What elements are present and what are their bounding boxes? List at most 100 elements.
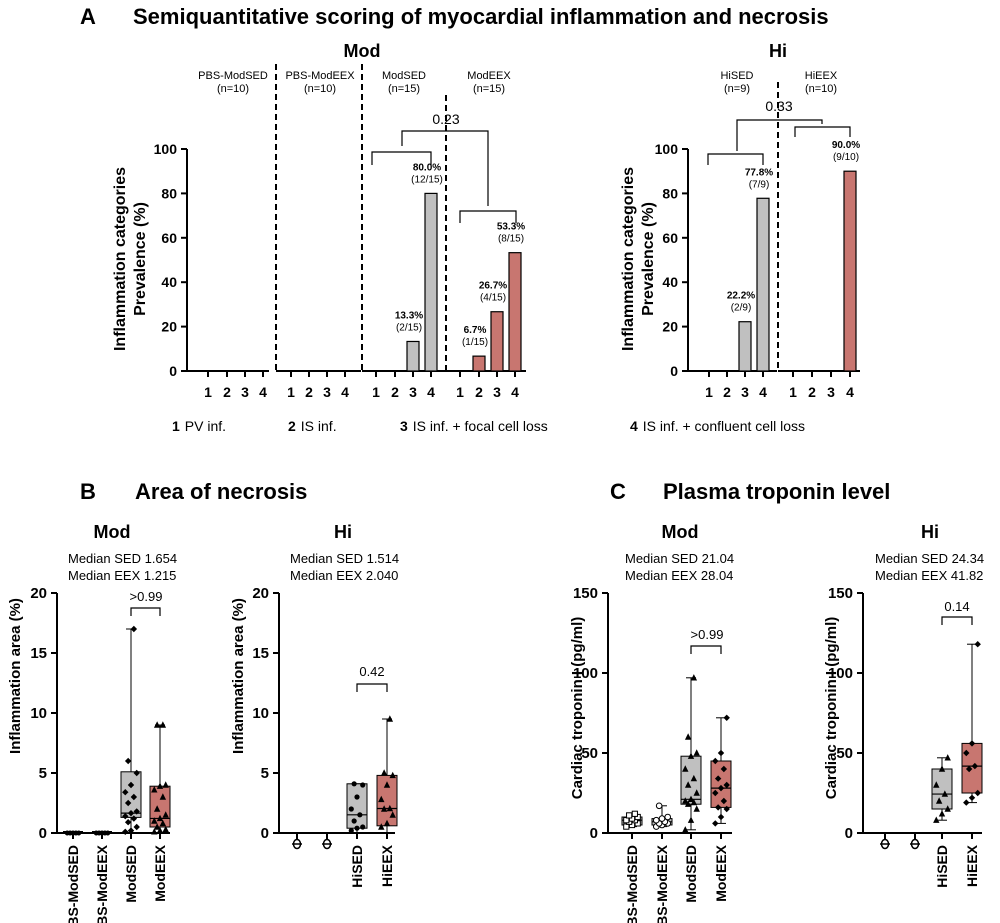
group-n-pbs-modsed: (n=10) — [217, 83, 249, 95]
data-point — [162, 825, 169, 833]
data-point — [714, 775, 722, 782]
bar-data-label: 77.8% — [745, 167, 773, 178]
data-point — [124, 757, 132, 765]
data-point — [974, 789, 981, 797]
panel-a-hi-title: Hi — [769, 41, 787, 61]
panel-c-title: Plasma troponin level — [663, 479, 890, 504]
box-plot-troponin-mod: 0 50 100 150 PBS-ModSED PBS-ModEEX ModSED ModEE… — [573, 585, 732, 923]
bar-data-label: 90.0% — [832, 140, 860, 151]
y-tick-label: 150 — [828, 585, 853, 602]
data-point — [159, 793, 167, 800]
data-point — [968, 740, 976, 747]
data-point — [717, 784, 725, 792]
legend-item-2: 2 IS inf. — [288, 418, 337, 434]
data-point — [938, 765, 946, 772]
x-tick-label: PBS-ModSED — [624, 845, 640, 923]
bar-data-label: 6.7% — [464, 325, 487, 336]
x-tick-label: 4 — [341, 384, 349, 400]
panel-b-mod-ylabel: Inflammation area (%) — [7, 598, 24, 754]
x-tick-label: ModSED — [123, 845, 139, 903]
data-point — [360, 782, 366, 788]
panel-c-mod-title: Mod — [662, 522, 699, 542]
comparison-bracket — [459, 210, 517, 223]
data-point — [354, 794, 360, 800]
group-label-modsed: ModSED — [382, 70, 426, 82]
data-point — [974, 641, 981, 648]
y-tick-label: 20 — [161, 319, 177, 335]
bar — [508, 252, 522, 372]
data-point — [122, 813, 129, 820]
bar-data-label: 53.3% — [497, 222, 525, 233]
data-point — [941, 790, 949, 797]
data-point — [690, 674, 698, 681]
data-point — [682, 797, 689, 804]
data-point — [386, 715, 394, 722]
data-point — [122, 828, 129, 835]
data-point — [963, 749, 970, 757]
data-point — [690, 774, 698, 782]
y-tick-label: 0 — [845, 825, 853, 842]
legend-item-1: 1 PV inf. — [172, 418, 226, 434]
data-point — [933, 816, 940, 823]
legend-text-1: PV inf. — [185, 418, 226, 434]
panel-a-hi-ylabel-line1: Inflammation categories — [620, 167, 637, 351]
bar-data-label: 80.0% — [413, 162, 441, 173]
group-n-modsed: (n=15) — [388, 83, 420, 95]
panel-c-mod-median-sed: Median SED 21.04 — [625, 551, 734, 566]
y-tick-label: 80 — [161, 185, 177, 201]
data-point — [156, 782, 164, 789]
data-point — [380, 805, 388, 812]
data-point — [151, 786, 158, 793]
panel-b-hi-median-eex: Median EEX 2.040 — [290, 568, 398, 583]
data-point — [631, 810, 638, 817]
panel-c-hi-title: Hi — [921, 522, 939, 542]
y-tick-label: 60 — [161, 230, 177, 246]
data-point — [687, 752, 695, 759]
data-point — [968, 794, 976, 801]
group-label-hised: HiSED — [720, 70, 753, 82]
data-point — [720, 765, 728, 773]
y-tick-label: 80 — [662, 185, 678, 201]
x-tick-label: 2 — [305, 384, 313, 400]
x-tick-label: 4 — [846, 384, 854, 400]
data-point — [348, 828, 354, 834]
y-tick-label: 100 — [655, 141, 679, 157]
data-point — [127, 781, 135, 789]
panel-c-hi-median-eex: Median EEX 41.82 — [875, 568, 983, 583]
panel-b-mod-title: Mod — [94, 522, 131, 542]
data-point — [658, 815, 666, 822]
y-tick-label: 40 — [662, 274, 678, 290]
x-tick-label: PBS-ModEEX — [654, 844, 670, 923]
bar — [406, 340, 420, 372]
x-tick-label: 4 — [259, 384, 267, 400]
panel-b-mod-median-sed: Median SED 1.654 — [68, 551, 177, 566]
data-point — [156, 814, 164, 822]
data-point — [693, 805, 700, 812]
legend-item-4: 4 IS inf. + confluent cell loss — [630, 418, 805, 434]
x-tick-label: 3 — [409, 384, 417, 400]
x-tick-label: 1 — [372, 384, 380, 400]
data-point — [935, 797, 943, 804]
group-n-modeex: (n=15) — [473, 83, 505, 95]
bar-data-fraction: (2/15) — [396, 322, 422, 333]
x-tick-label: 3 — [741, 384, 749, 400]
y-tick-label: 20 — [252, 585, 269, 602]
x-tick-label: 3 — [493, 384, 501, 400]
data-point — [664, 813, 672, 821]
y-tick-label: 0 — [261, 825, 269, 842]
comparison-bracket — [401, 130, 489, 206]
panel-b-letter: B — [80, 479, 96, 504]
data-point — [389, 811, 396, 818]
x-tick-label: 2 — [475, 384, 483, 400]
legend-text-3: IS inf. + focal cell loss — [413, 418, 548, 434]
data-point — [153, 823, 161, 830]
x-tick-label: 3 — [241, 384, 249, 400]
panel-a-letter: A — [80, 4, 96, 29]
y-tick-label: 5 — [39, 765, 47, 782]
box — [120, 771, 142, 818]
panel-b-mod-median-eex: Median EEX 1.215 — [68, 568, 176, 583]
x-tick-label: 2 — [223, 384, 231, 400]
data-point — [682, 765, 689, 772]
